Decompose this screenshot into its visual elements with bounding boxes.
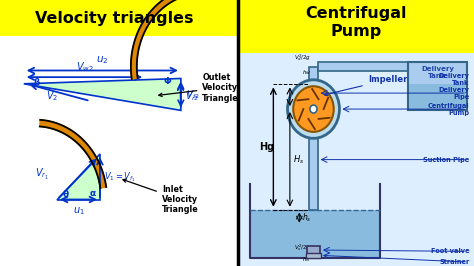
Text: Centrifugal
Pump: Centrifugal Pump — [428, 103, 469, 115]
Polygon shape — [40, 120, 106, 188]
Text: β: β — [34, 78, 40, 87]
Text: $V_2$: $V_2$ — [46, 89, 58, 103]
Text: Delivery
Pipe: Delivery Pipe — [438, 87, 469, 99]
Text: Delivery
Tank: Delivery Tank — [421, 66, 454, 79]
Text: Delivery
Tank: Delivery Tank — [438, 73, 469, 86]
FancyBboxPatch shape — [318, 62, 408, 71]
FancyBboxPatch shape — [307, 246, 320, 254]
Text: Foot valve: Foot valve — [431, 248, 469, 254]
Text: Centrifugal
Pump: Centrifugal Pump — [305, 6, 407, 39]
Text: Suction Pipe: Suction Pipe — [423, 157, 469, 163]
Text: $u_2$: $u_2$ — [96, 55, 109, 66]
FancyBboxPatch shape — [0, 36, 238, 266]
FancyBboxPatch shape — [310, 130, 318, 210]
Text: $u_1$: $u_1$ — [73, 205, 84, 217]
Polygon shape — [131, 0, 182, 79]
Circle shape — [288, 80, 339, 138]
Text: $V_{r_1}$: $V_{r_1}$ — [35, 167, 49, 182]
Text: $h_d$: $h_d$ — [293, 90, 304, 103]
FancyBboxPatch shape — [310, 66, 318, 81]
Text: $H_s$: $H_s$ — [293, 153, 305, 165]
Polygon shape — [24, 78, 181, 110]
Text: Φ: Φ — [164, 77, 172, 86]
Text: $h_{fd}$: $h_{fd}$ — [302, 68, 311, 77]
Text: $h_s$: $h_s$ — [301, 211, 311, 224]
FancyBboxPatch shape — [238, 0, 474, 53]
Text: $V_d^2/2g$: $V_d^2/2g$ — [294, 52, 311, 63]
Polygon shape — [57, 154, 100, 200]
Text: $h_{fs}$: $h_{fs}$ — [302, 255, 311, 264]
FancyBboxPatch shape — [238, 53, 474, 266]
Text: $V_1 = V_{f_1}$: $V_1 = V_{f_1}$ — [103, 170, 136, 184]
Circle shape — [293, 86, 334, 132]
FancyBboxPatch shape — [408, 62, 467, 110]
Text: Inlet
Velocity
Triangle: Inlet Velocity Triangle — [123, 179, 199, 214]
FancyBboxPatch shape — [306, 253, 321, 258]
Circle shape — [310, 105, 317, 113]
Text: Velocity triangles: Velocity triangles — [35, 11, 193, 26]
Text: Impeller: Impeller — [325, 75, 407, 96]
Text: $V_{r2}$: $V_{r2}$ — [185, 91, 199, 103]
FancyBboxPatch shape — [409, 85, 466, 109]
Text: Hg: Hg — [259, 142, 274, 152]
Text: Strainer: Strainer — [439, 259, 469, 265]
Text: $V_s^2/2g$: $V_s^2/2g$ — [294, 242, 311, 253]
Text: Outlet
Velocity
Triangle: Outlet Velocity Triangle — [159, 73, 239, 103]
Text: $V_{w2}$: $V_{w2}$ — [75, 60, 93, 74]
FancyBboxPatch shape — [250, 210, 380, 258]
Text: α: α — [90, 189, 96, 198]
Text: $V_{f2}$: $V_{f2}$ — [186, 88, 200, 101]
Text: θ: θ — [63, 190, 69, 199]
